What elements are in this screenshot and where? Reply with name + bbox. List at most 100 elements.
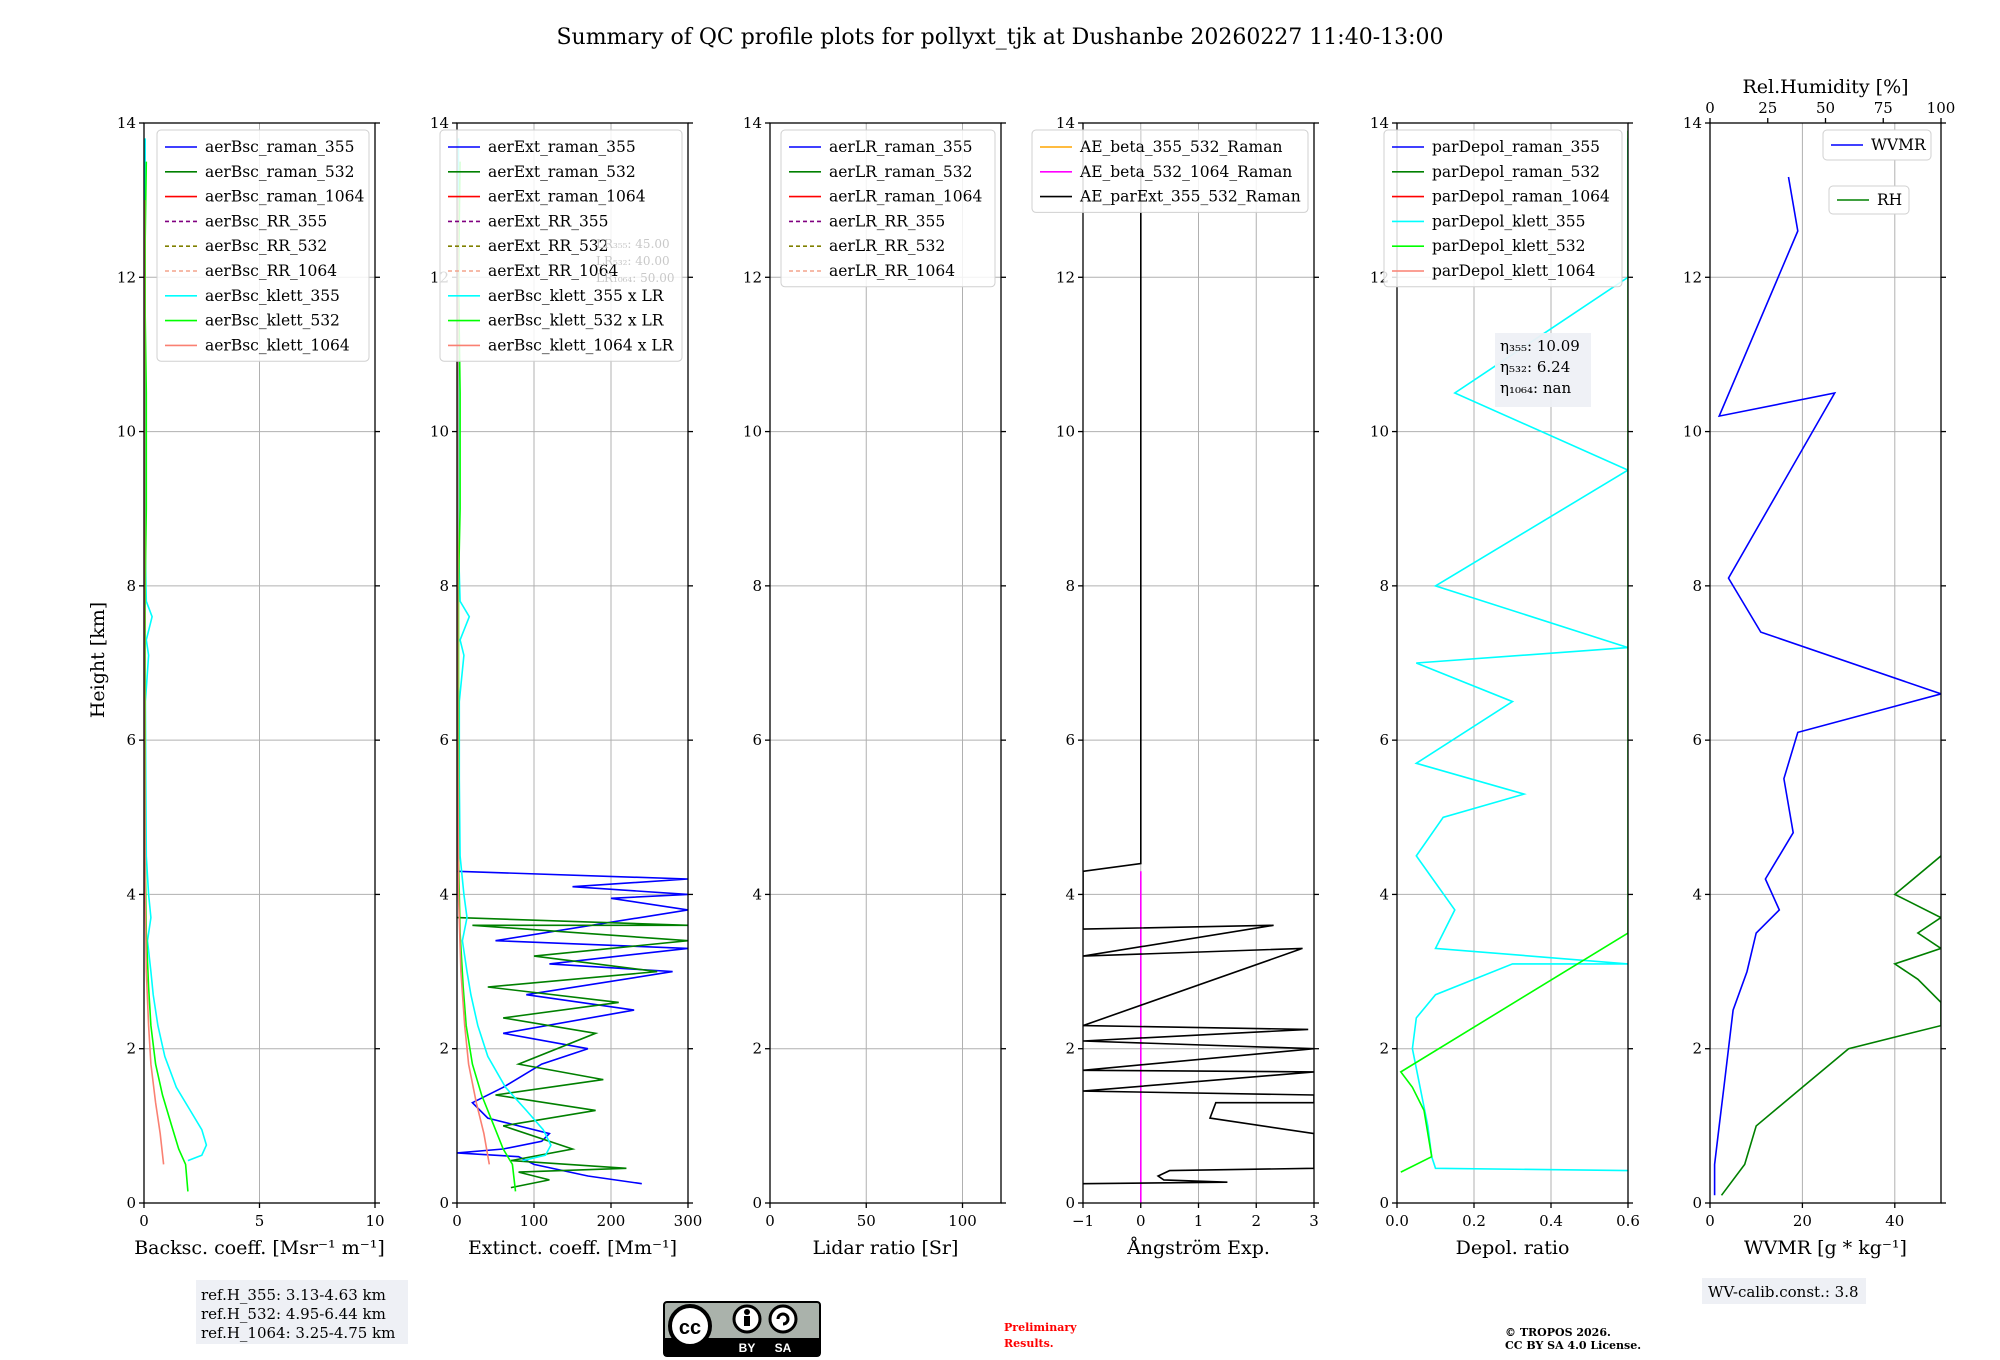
by-text: BY xyxy=(739,1341,756,1355)
series-group-ae xyxy=(1083,130,1314,1203)
x-tick-label: 0 xyxy=(1136,1212,1146,1230)
y-tick-label: 4 xyxy=(126,885,136,903)
y-tick-label: 4 xyxy=(752,885,762,903)
x-tick-label: 200 xyxy=(597,1212,626,1230)
y-tick-label: 0 xyxy=(752,1194,762,1212)
x-tick-label: 0 xyxy=(765,1212,775,1230)
x-tick-label: 50 xyxy=(857,1212,876,1230)
y-tick-label: 14 xyxy=(117,114,136,132)
legend-box xyxy=(439,129,683,362)
legend-label: aerBsc_RR_1064 xyxy=(205,262,337,280)
x-tick-label: 0.2 xyxy=(1462,1212,1486,1230)
series-group-dep xyxy=(1399,130,1628,1173)
legend-label: parDepol_klett_1064 xyxy=(1432,262,1595,280)
x-tick-label: 0 xyxy=(139,1212,149,1230)
legend-label: parDepol_klett_532 xyxy=(1432,237,1585,255)
legend-label: aerLR_RR_1064 xyxy=(829,262,955,280)
series-line-aerExt_raman_355 xyxy=(457,870,688,1185)
x-tick-label: 5 xyxy=(255,1212,265,1230)
y-tick-label: 4 xyxy=(1692,885,1702,903)
legend-label: parDepol_raman_1064 xyxy=(1432,188,1610,206)
y-tick-label: 0 xyxy=(439,1194,449,1212)
x-tick-label: 0.0 xyxy=(1385,1212,1409,1230)
legend-label: aerExt_RR_1064 xyxy=(488,262,619,280)
y-tick-label: 14 xyxy=(743,114,762,132)
legend-box xyxy=(156,129,370,362)
legend-label: aerExt_raman_1064 xyxy=(488,188,646,206)
eta-label: η₅₃₂: 6.24 xyxy=(1500,358,1570,376)
copyright-line-1: © TROPOS 2026. xyxy=(1505,1326,1611,1339)
x-tick-label: 3 xyxy=(1309,1212,1319,1230)
y-tick-label: 6 xyxy=(1065,731,1075,749)
series-line-aerBsc_klett_355 x LR xyxy=(457,138,552,1162)
footer: ref.H_355: 3.13-4.63 km ref.H_532: 4.95-… xyxy=(196,1278,1866,1357)
y-tick-label: 10 xyxy=(1056,423,1075,441)
y-tick-label: 12 xyxy=(743,268,762,286)
wv-calib-const: WV-calib.const.: 3.8 xyxy=(1708,1283,1859,1301)
legend-label: aerBsc_RR_532 xyxy=(205,237,327,255)
preliminary-line-2: Results. xyxy=(1004,1337,1054,1350)
x-axis-label: Lidar ratio [Sr] xyxy=(813,1237,959,1259)
y-tick-label: 8 xyxy=(1065,577,1075,595)
legend-label-rh: RH xyxy=(1877,191,1902,209)
x-tick-label: 300 xyxy=(674,1212,703,1230)
y-tick-label: 10 xyxy=(117,423,136,441)
series-line-WVMR xyxy=(1713,176,1941,1196)
y-tick-label: 2 xyxy=(1379,1040,1389,1058)
x-tick-label: 0 xyxy=(1705,1212,1715,1230)
y-tick-label: 0 xyxy=(126,1194,136,1212)
legend-label: aerExt_RR_355 xyxy=(488,212,609,230)
x-tick-label: 100 xyxy=(520,1212,549,1230)
legend-box-wvmr xyxy=(1822,129,1932,161)
y-tick-label: 6 xyxy=(126,731,136,749)
legend-label: aerBsc_klett_1064 xyxy=(205,336,350,354)
top-tick-label: 100 xyxy=(1927,99,1956,117)
x-axis-label: Backsc. coeff. [Msr⁻¹ m⁻¹] xyxy=(134,1237,385,1259)
ref-height-1064: ref.H_1064: 3.25-4.75 km xyxy=(201,1324,395,1342)
y-tick-label: 8 xyxy=(439,577,449,595)
series-line-aerBsc_klett_532 x LR xyxy=(457,161,517,1192)
y-tick-label: 14 xyxy=(1056,114,1075,132)
legend-label: aerBsc_klett_1064 x LR xyxy=(488,336,675,354)
axes-frame xyxy=(1396,122,1629,1204)
series-line-RH xyxy=(1720,855,1941,1196)
legend-box xyxy=(780,129,996,288)
y-tick-label: 6 xyxy=(439,731,449,749)
y-tick-label: 2 xyxy=(1692,1040,1702,1058)
axes-frame xyxy=(1709,122,1942,1204)
legend-label: aerLR_RR_355 xyxy=(829,212,945,230)
legend-label: aerExt_raman_532 xyxy=(488,163,636,181)
y-tick-label: 2 xyxy=(752,1040,762,1058)
legend-label: aerLR_RR_532 xyxy=(829,237,945,255)
ref-height-532: ref.H_532: 4.95-6.44 km xyxy=(201,1305,386,1323)
x-tick-label: 0.6 xyxy=(1616,1212,1640,1230)
panel-lr: 0 2 4 6 8 10 12 14 0 50 100 Lidar ratio [Sr] aerLR_r… xyxy=(743,114,1006,1259)
y-tick-label: 4 xyxy=(1379,885,1389,903)
legend-label: aerBsc_raman_355 xyxy=(205,138,355,156)
y-tick-label: 6 xyxy=(1379,731,1389,749)
ref-height-355: ref.H_355: 3.13-4.63 km xyxy=(201,1286,386,1304)
y-tick-label: 0 xyxy=(1065,1194,1075,1212)
legend-box xyxy=(1031,129,1309,213)
cc-license-badge: cc BY SA xyxy=(663,1301,821,1357)
lr-note: LR₅₃₂: 40.00 xyxy=(596,254,670,268)
y-tick-label: 10 xyxy=(1370,423,1389,441)
x-tick-label: 0 xyxy=(452,1212,462,1230)
legend-label: parDepol_klett_355 xyxy=(1432,212,1585,230)
x-axis-label: WVMR [g * kg⁻¹] xyxy=(1744,1237,1907,1259)
y-axis-label: Height [km] xyxy=(87,602,109,718)
x-axis-label: Depol. ratio xyxy=(1456,1237,1570,1259)
series-group-wv xyxy=(1713,176,1941,1196)
x-tick-label: 20 xyxy=(1793,1212,1812,1230)
y-tick-label: 10 xyxy=(1683,423,1702,441)
y-tick-label: 4 xyxy=(1065,885,1075,903)
legend-label: aerExt_raman_355 xyxy=(488,138,636,156)
legend-label: AE_beta_532_1064_Raman xyxy=(1079,163,1292,181)
series-line-parDepol_klett_355 xyxy=(1411,138,1628,1172)
eta-label: η₁₀₆₄: nan xyxy=(1500,379,1571,397)
